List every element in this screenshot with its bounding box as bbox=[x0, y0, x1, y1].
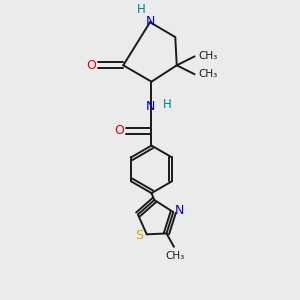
Text: CH₃: CH₃ bbox=[198, 69, 218, 79]
Text: N: N bbox=[146, 100, 156, 113]
Text: CH₃: CH₃ bbox=[166, 251, 185, 261]
Text: H: H bbox=[137, 3, 146, 16]
Text: O: O bbox=[86, 59, 96, 72]
Text: N: N bbox=[145, 15, 155, 28]
Text: O: O bbox=[115, 124, 124, 137]
Text: N: N bbox=[175, 204, 184, 217]
Text: S: S bbox=[135, 229, 143, 242]
Text: CH₃: CH₃ bbox=[198, 51, 218, 61]
Text: H: H bbox=[163, 98, 171, 111]
